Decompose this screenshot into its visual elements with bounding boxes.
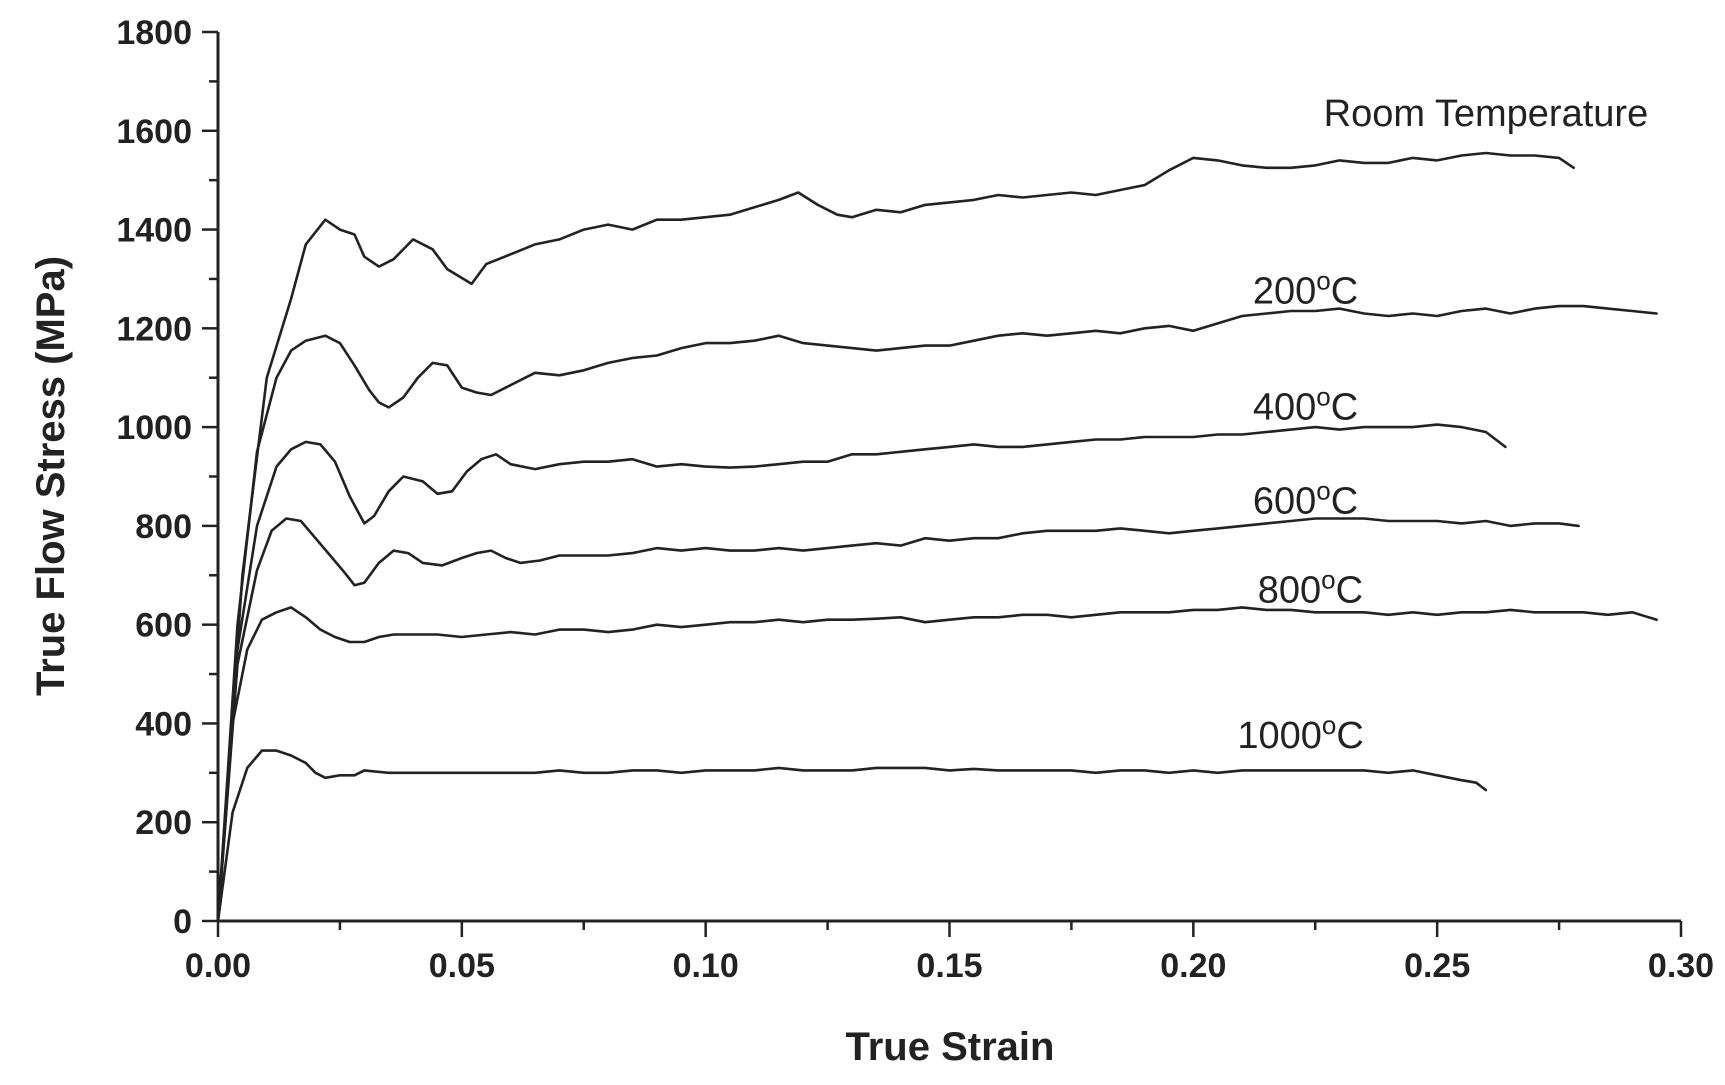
x-tick-label: 0.30	[1648, 947, 1714, 985]
series-line	[216, 423, 1507, 923]
series-label: 1000oC	[1237, 710, 1363, 757]
series-line	[216, 304, 1658, 923]
x-tick-label: 0.05	[429, 947, 495, 985]
x-tick-label: 0.15	[916, 947, 982, 985]
y-tick-label: 1200	[116, 310, 192, 348]
series-line	[216, 749, 1488, 923]
y-tick-label: 1800	[116, 14, 192, 52]
x-axis-label: True Strain	[846, 1025, 1055, 1069]
series-label: 800oC	[1258, 564, 1363, 611]
series-label: 200oC	[1253, 266, 1358, 313]
y-tick-label: 200	[135, 804, 192, 842]
x-tick-label: 0.25	[1404, 947, 1470, 985]
y-tick-label: 1000	[116, 409, 192, 447]
series-label: Room Temperature	[1324, 93, 1649, 135]
x-tick-label: 0.00	[185, 947, 251, 985]
y-axis-label: True Flow Stress (MPa)	[29, 256, 73, 696]
y-tick-label: 400	[135, 705, 192, 743]
x-tick-label: 0.20	[1160, 947, 1226, 985]
series-line	[216, 606, 1658, 923]
series-group	[216, 151, 1658, 923]
series-label: 600oC	[1253, 476, 1358, 523]
y-tick-label: 1400	[116, 212, 192, 250]
series-line	[216, 517, 1580, 923]
y-tick-label: 800	[135, 508, 192, 546]
series-label: 400oC	[1253, 382, 1358, 429]
y-tick-label: 1600	[116, 113, 192, 151]
x-tick-label: 0.10	[673, 947, 739, 985]
series-labels: Room Temperature 200oC 400oC 600oC 800oC 1000…	[1237, 93, 1648, 757]
y-ticks: 0 200 400 600 800 1000 1200 1400 1600 1800	[116, 14, 218, 941]
y-tick-label: 0	[173, 903, 192, 941]
y-tick-label: 600	[135, 607, 192, 645]
series-line	[216, 151, 1575, 923]
x-ticks: 0.00 0.05 0.10 0.15 0.20 0.25 0.30	[185, 921, 1714, 985]
